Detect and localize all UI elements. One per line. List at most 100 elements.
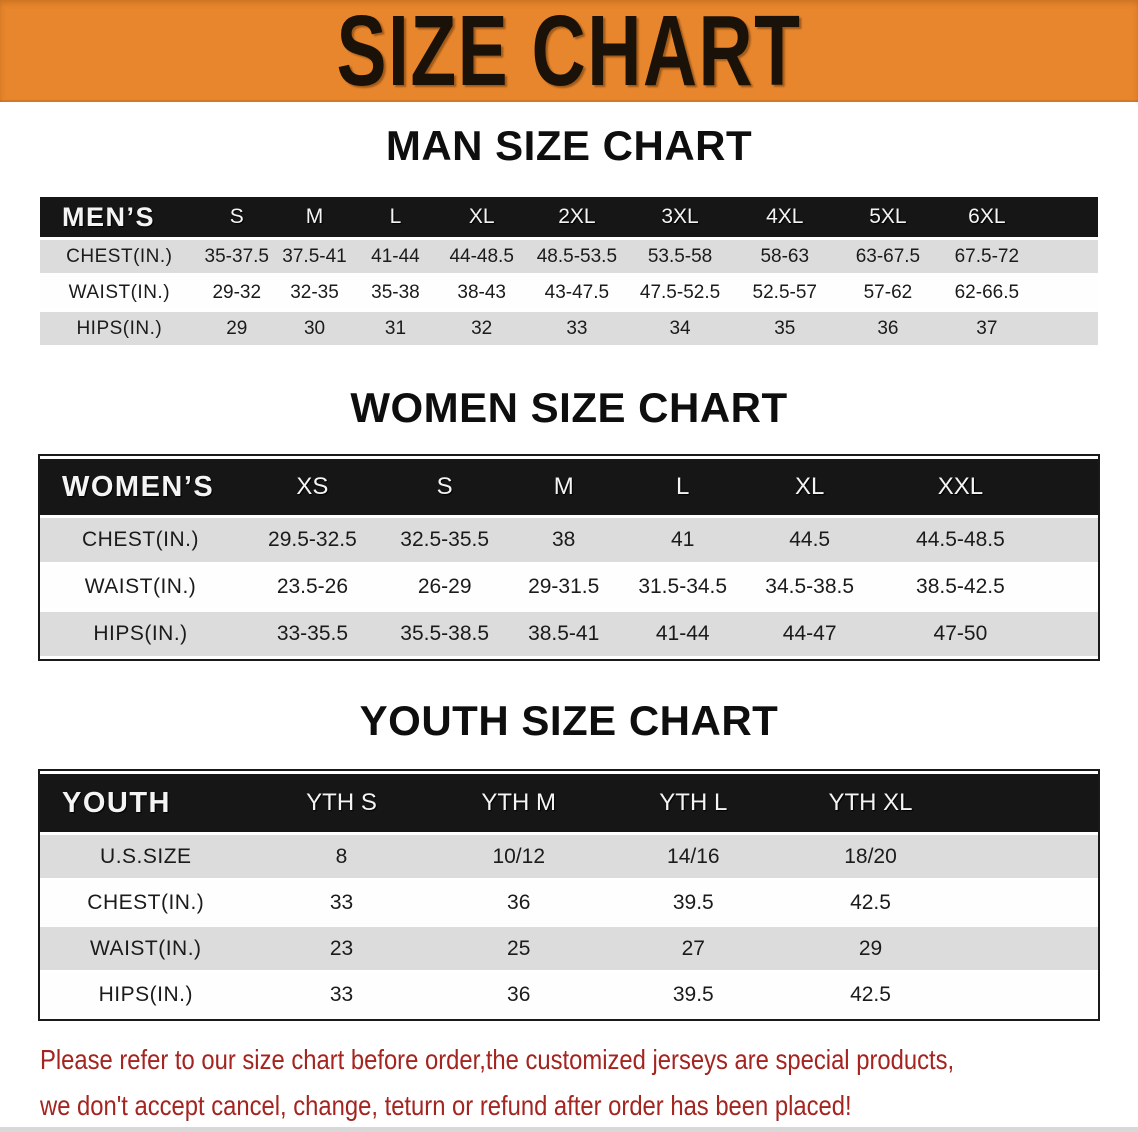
- youth-size-section: YOUTH SIZE CHART YOUTH YTH S YTH M YTH L…: [0, 697, 1138, 1021]
- cell: 41: [621, 518, 744, 562]
- cell: 33: [251, 881, 432, 924]
- youth-header-row: YOUTH YTH S YTH M YTH L YTH XL: [40, 774, 1098, 832]
- cell: 42.5: [780, 973, 961, 1016]
- cell: 57-62: [836, 276, 940, 309]
- cell: 41-44: [621, 612, 744, 656]
- cell: 29.5-32.5: [241, 518, 384, 562]
- cell: 37.5-41: [274, 240, 355, 273]
- row-label: HIPS(IN.): [40, 312, 199, 345]
- cell: 29-32: [198, 276, 275, 309]
- spacer-cell: [960, 927, 1098, 970]
- cell: 62-66.5: [939, 276, 1035, 309]
- size-column-header: 2XL: [526, 197, 628, 237]
- women-waist-row: WAIST(IN.) 23.5-26 26-29 29-31.5 31.5-34…: [40, 565, 1098, 609]
- men-chest-row: CHEST(IN.) 35-37.5 37.5-41 41-44 44-48.5…: [40, 240, 1098, 273]
- cell: 36: [836, 312, 940, 345]
- page-title: SIZE CHART: [336, 0, 802, 107]
- women-hips-row: HIPS(IN.) 33-35.5 35.5-38.5 38.5-41 41-4…: [40, 612, 1098, 656]
- spacer-cell: [1045, 565, 1098, 609]
- spacer-cell: [1045, 459, 1098, 515]
- cell: 36: [431, 881, 607, 924]
- cell: 33: [251, 973, 432, 1016]
- cell: 38: [505, 518, 622, 562]
- size-column-header: YTH M: [431, 774, 607, 832]
- cell: 25: [431, 927, 607, 970]
- youth-table-title: YOUTH: [40, 774, 252, 832]
- size-column-header: XL: [743, 459, 876, 515]
- cell: 33: [526, 312, 628, 345]
- women-header-row: WOMEN’S XS S M L XL XXL: [40, 459, 1098, 515]
- cell: 48.5-53.5: [526, 240, 628, 273]
- size-column-header: 4XL: [732, 197, 837, 237]
- size-column-header: L: [354, 197, 437, 237]
- row-label: U.S.SIZE: [40, 835, 252, 878]
- cell: 33-35.5: [241, 612, 384, 656]
- cell: 52.5-57: [732, 276, 837, 309]
- size-column-header: M: [505, 459, 622, 515]
- cell: 35-38: [354, 276, 437, 309]
- size-column-header: XXL: [875, 459, 1046, 515]
- cell: 10/12: [431, 835, 607, 878]
- women-table-title: WOMEN’S: [40, 459, 242, 515]
- cell: 47-50: [875, 612, 1046, 656]
- cell: 31: [354, 312, 437, 345]
- cell: 29: [198, 312, 275, 345]
- cell: 18/20: [780, 835, 961, 878]
- cell: 44-48.5: [436, 240, 527, 273]
- men-size-section: MAN SIZE CHART MEN’S S M L XL 2XL 3XL 4X…: [0, 122, 1138, 348]
- spacer-cell: [1045, 518, 1098, 562]
- size-column-header: S: [198, 197, 275, 237]
- size-column-header: 5XL: [836, 197, 940, 237]
- cell: 29-31.5: [505, 565, 622, 609]
- men-chart-heading: MAN SIZE CHART: [385, 122, 753, 169]
- disclaimer: Please refer to our size chart before or…: [40, 1037, 1118, 1129]
- cell: 41-44: [354, 240, 437, 273]
- spacer-cell: [1034, 197, 1098, 237]
- size-column-header: XS: [241, 459, 384, 515]
- cell: 35.5-38.5: [383, 612, 506, 656]
- cell: 27: [606, 927, 781, 970]
- cell: 39.5: [606, 881, 781, 924]
- men-hips-row: HIPS(IN.) 29 30 31 32 33 34 35 36 37: [40, 312, 1098, 345]
- youth-chart-heading: YOUTH SIZE CHART: [359, 697, 779, 744]
- size-chart-banner: SIZE CHART: [0, 0, 1138, 102]
- youth-waist-row: WAIST(IN.) 23 25 27 29: [40, 927, 1098, 970]
- row-label: HIPS(IN.): [40, 612, 242, 656]
- cell: 37: [939, 312, 1035, 345]
- cell: 39.5: [606, 973, 781, 1016]
- size-column-header: S: [383, 459, 506, 515]
- cell: 8: [251, 835, 432, 878]
- cell: 35: [732, 312, 837, 345]
- cell: 38.5-42.5: [875, 565, 1046, 609]
- cell: 23.5-26: [241, 565, 384, 609]
- women-table-frame: WOMEN’S XS S M L XL XXL CHEST(IN.) 29.5-…: [38, 454, 1100, 661]
- men-size-table: MEN’S S M L XL 2XL 3XL 4XL 5XL 6XL CHEST…: [40, 194, 1098, 348]
- spacer-cell: [960, 835, 1098, 878]
- cell: 35-37.5: [198, 240, 275, 273]
- size-column-header: L: [621, 459, 744, 515]
- cell: 34.5-38.5: [743, 565, 876, 609]
- disclaimer-line-1: Please refer to our size chart before or…: [40, 1044, 955, 1075]
- spacer-cell: [1034, 312, 1098, 345]
- size-column-header: 6XL: [939, 197, 1035, 237]
- cell: 44.5-48.5: [875, 518, 1046, 562]
- size-column-header: YTH S: [251, 774, 432, 832]
- cell: 42.5: [780, 881, 961, 924]
- cell: 29: [780, 927, 961, 970]
- cell: 38.5-41: [505, 612, 622, 656]
- spacer-cell: [1034, 276, 1098, 309]
- size-column-header: YTH L: [606, 774, 781, 832]
- cell: 32-35: [274, 276, 355, 309]
- row-label: HIPS(IN.): [40, 973, 252, 1016]
- cell: 14/16: [606, 835, 781, 878]
- men-table-title: MEN’S: [40, 197, 199, 237]
- cell: 30: [274, 312, 355, 345]
- cell: 38-43: [436, 276, 527, 309]
- row-label: CHEST(IN.): [40, 881, 252, 924]
- size-column-header: YTH XL: [780, 774, 961, 832]
- women-size-table: WOMEN’S XS S M L XL XXL CHEST(IN.) 29.5-…: [40, 456, 1098, 659]
- women-size-section: WOMEN SIZE CHART WOMEN’S XS S M L XL XXL: [0, 384, 1138, 661]
- youth-chest-row: CHEST(IN.) 33 36 39.5 42.5: [40, 881, 1098, 924]
- cell: 43-47.5: [526, 276, 628, 309]
- youth-size-table: YOUTH YTH S YTH M YTH L YTH XL U.S.SIZE …: [40, 771, 1098, 1019]
